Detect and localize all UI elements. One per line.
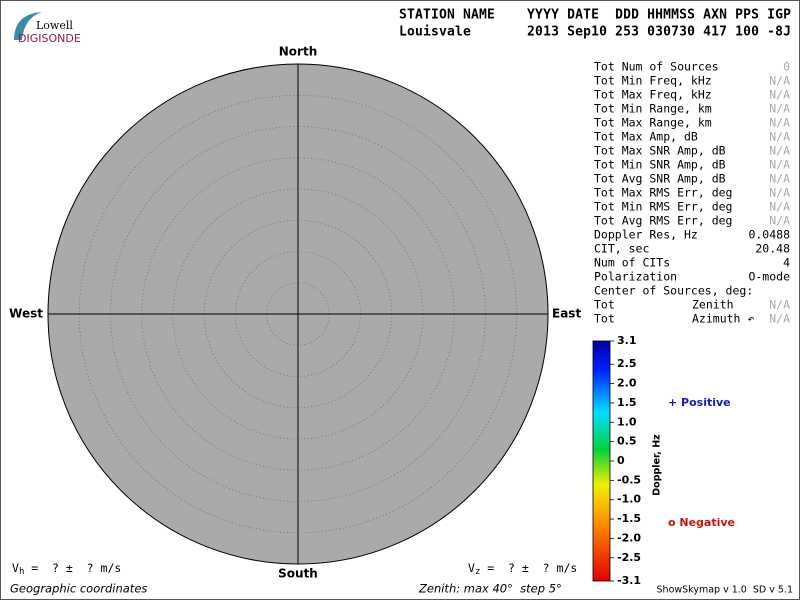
colorbar-tick-label: -2.5 (617, 551, 641, 564)
colorbar-tick-label: 0.5 (617, 435, 637, 448)
vh-sub: h (19, 567, 24, 577)
stat-value: N/A (769, 130, 790, 144)
stat-value: 0.0488 (748, 228, 790, 242)
stat-value: N/A (769, 186, 790, 200)
logo-swoosh (14, 12, 42, 40)
south-label: South (278, 567, 318, 581)
logo-bottom: DIGISONDE (18, 32, 81, 45)
center-title: Center of Sources, deg: (594, 284, 753, 298)
stat-value: N/A (769, 102, 790, 116)
vh-text: = ? ± ? m/s (24, 561, 121, 575)
stat-value: N/A (769, 116, 790, 130)
colorbar-tick-label: -1.0 (617, 493, 641, 506)
stat-value: 4 (783, 256, 790, 270)
stat-label: Tot Max RMS Err, deg (594, 186, 732, 200)
center-prefix: Tot (594, 312, 615, 326)
vh: Vh = ? ± ? m/s (12, 561, 121, 577)
stat-label: Tot Min RMS Err, deg (594, 200, 732, 214)
stat-label: CIT, sec (594, 242, 649, 256)
header-values: Louisvale 2013 Sep10 253 030730 417 100 … (399, 25, 791, 40)
stat-label: Tot Min SNR Amp, dB (594, 158, 726, 172)
stat-label: Polarization (594, 270, 677, 284)
colorbar-tick-label: -0.5 (617, 473, 641, 486)
center-value: N/A (769, 298, 790, 312)
center-label: Azimuth ↶ (692, 312, 754, 326)
stat-label: Tot Max Freq, kHz (594, 88, 712, 102)
stat-label: Tot Min Freq, kHz (594, 74, 712, 88)
stat-label: Tot Avg RMS Err, deg (594, 214, 732, 228)
logo-top: Lowell (36, 19, 73, 32)
center-value: N/A (769, 312, 790, 326)
colorbar-tick-label: -2.0 (617, 531, 641, 544)
vh-symbol: V (12, 561, 19, 575)
vz-symbol: V (468, 561, 475, 575)
logo: Lowell DIGISONDE (14, 12, 81, 45)
stat-value: N/A (769, 88, 790, 102)
east-label: East (552, 307, 581, 321)
stat-value: N/A (769, 172, 790, 186)
center-prefix: Tot (594, 298, 615, 312)
stat-value: N/A (769, 144, 790, 158)
stat-value: N/A (769, 158, 790, 172)
colorbar-tick-label: 1.5 (617, 396, 637, 409)
center-label: Zenith (692, 298, 734, 312)
polar-plot (47, 63, 549, 565)
header-columns: STATION NAME YYYY DATE DDD HHMMSS AXN PP… (399, 8, 791, 23)
vz-sub: z (475, 567, 480, 577)
stat-value: N/A (769, 214, 790, 228)
colorbar-tick-label: 1.0 (617, 415, 637, 428)
stat-label: Tot Max Range, km (594, 116, 712, 130)
colorbar (592, 340, 611, 582)
stat-label: Tot Avg SNR Amp, dB (594, 172, 726, 186)
vz-text: = ? ± ? m/s (480, 561, 577, 575)
stat-value: 0 (783, 60, 790, 74)
vz: Vz = ? ± ? m/s (468, 561, 577, 577)
stat-label: Tot Num of Sources (594, 60, 719, 74)
stat-label: Tot Max Amp, dB (594, 130, 698, 144)
legend-positive: + Positive (668, 396, 731, 409)
zenith: Zenith: max 40° step 5° (418, 582, 562, 596)
colorbar-tick-label: 2.5 (617, 357, 637, 370)
footer: ShowSkymap v 1.0 SD v 5.1 (657, 585, 793, 596)
coordinates: Geographic coordinates (10, 582, 147, 596)
colorbar-tick-label: -3.1 (617, 574, 641, 587)
stat-value: N/A (769, 200, 790, 214)
stat-label: Num of CITs (594, 256, 670, 270)
stat-label: Tot Max SNR Amp, dB (594, 144, 726, 158)
west-label: West (9, 307, 43, 321)
legend-negative: o Negative (668, 516, 735, 529)
stat-value: 20.48 (755, 242, 790, 256)
stat-label: Doppler Res, Hz (594, 228, 698, 242)
stat-label: Tot Min Range, km (594, 102, 712, 116)
colorbar-tick-label: 0 (617, 454, 625, 467)
north-label: North (279, 45, 317, 59)
stat-value: N/A (769, 74, 790, 88)
stat-value: O-mode (748, 270, 790, 284)
colorbar-title: Doppler, Hz (652, 434, 663, 496)
colorbar-tick-label: 3.1 (617, 334, 637, 347)
colorbar-tick-label: -1.5 (617, 512, 641, 525)
colorbar-tick-label: 2.0 (617, 377, 637, 390)
